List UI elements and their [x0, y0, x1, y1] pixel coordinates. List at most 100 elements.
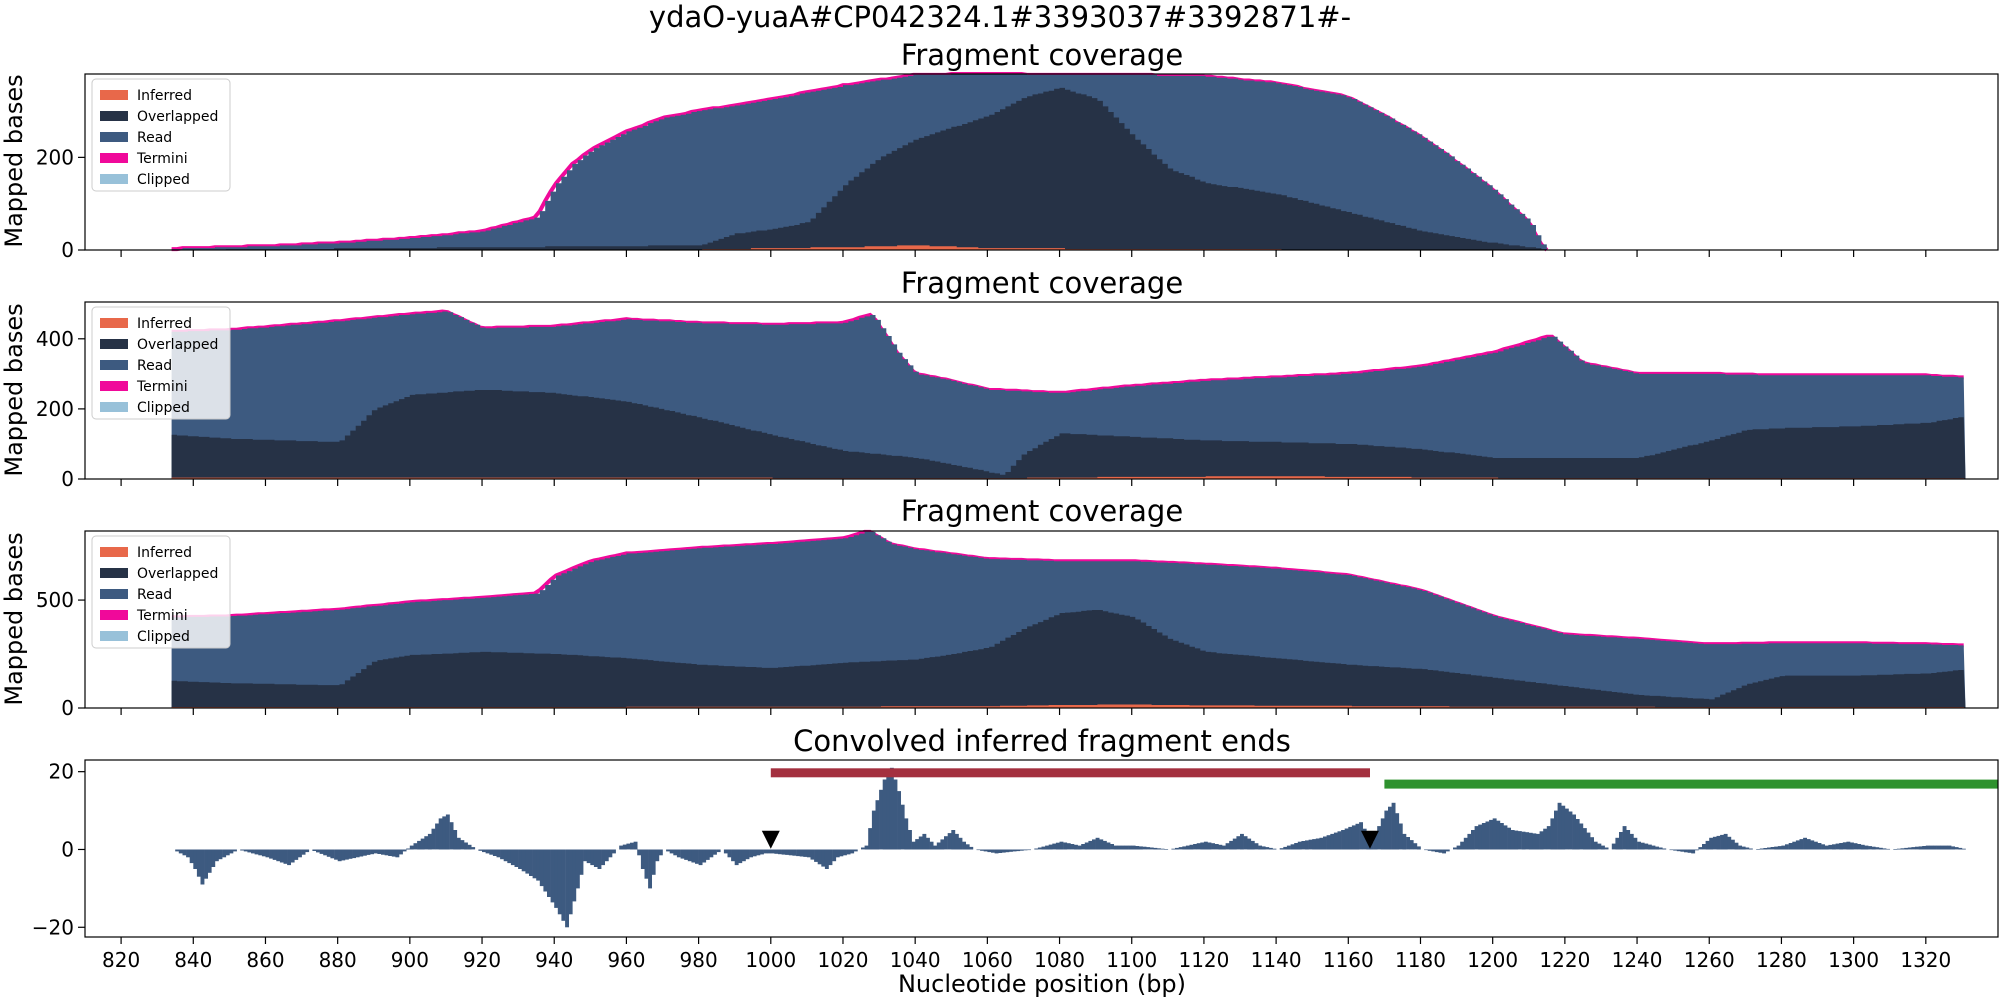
conv-bar — [287, 849, 292, 866]
conv-bar — [460, 840, 465, 850]
conv-bar — [1557, 802, 1562, 850]
conv-bar — [882, 779, 887, 850]
conv-bar — [601, 849, 606, 866]
conv-bar — [1554, 810, 1558, 850]
conv-bar — [254, 849, 259, 855]
conv-bar — [1687, 849, 1692, 853]
conv-bar — [427, 833, 432, 850]
conv-bar — [1716, 835, 1721, 850]
legend-label: Read — [137, 130, 172, 146]
conv-bar — [489, 849, 494, 855]
conv-bar — [1297, 841, 1302, 850]
conv-bar — [1777, 846, 1782, 850]
x-tick-label: 1300 — [1828, 948, 1879, 972]
y-tick-label: 500 — [36, 588, 74, 612]
conv-bar — [705, 849, 710, 860]
conv-bar — [1604, 847, 1609, 850]
conv-bar — [1409, 840, 1414, 850]
conv-bar — [1878, 847, 1883, 850]
red-range-bar — [770, 768, 1370, 778]
panel-3-legend: Inferred Overlapped Read Termini Clipped — [91, 535, 231, 649]
conv-bar — [644, 849, 649, 879]
conv-bar — [1517, 831, 1522, 850]
conv-bar — [1160, 848, 1165, 850]
conv-bar — [853, 849, 858, 852]
conv-bar — [1821, 844, 1826, 850]
conv-bar — [1626, 830, 1631, 850]
legend-swatch — [100, 339, 128, 349]
conv-bar — [1835, 843, 1840, 850]
conv-bar — [958, 837, 963, 850]
conv-bar — [1211, 843, 1216, 850]
conv-bar — [760, 849, 764, 855]
conv-bar — [330, 849, 335, 859]
conv-bar — [326, 849, 331, 857]
legend-swatch — [100, 547, 128, 557]
conv-bar — [1886, 848, 1891, 850]
conv-bar — [579, 849, 584, 875]
conv-bar — [673, 849, 678, 856]
conv-bar — [1954, 847, 1959, 850]
legend-swatch — [100, 111, 128, 121]
conv-bar — [1525, 832, 1530, 850]
conv-bar — [1070, 844, 1075, 850]
conv-bar — [550, 849, 555, 903]
conv-bar — [1092, 839, 1096, 850]
conv-bar — [586, 849, 591, 864]
conv-bar — [1813, 841, 1818, 850]
x-tick-label: 900 — [391, 948, 429, 972]
conv-bar — [1723, 833, 1728, 850]
conv-bar — [1388, 806, 1392, 850]
conv-bar — [1037, 847, 1042, 850]
conv-bar — [1601, 845, 1605, 850]
conv-bar — [1045, 845, 1050, 850]
x-tick-label: 880 — [319, 948, 357, 972]
conv-bar — [1196, 843, 1201, 850]
conv-bar — [633, 841, 638, 850]
panel-3-title: Fragment coverage — [901, 494, 1183, 528]
triangle-marker — [761, 830, 780, 849]
legend-label: Overlapped — [137, 566, 218, 582]
conv-bar — [716, 849, 721, 853]
conv-bar — [1474, 826, 1479, 850]
conv-bar — [918, 836, 923, 850]
conv-bar — [294, 849, 299, 860]
conv-bar — [518, 849, 523, 869]
conv-bar — [1579, 823, 1584, 850]
conv-bar — [1225, 843, 1230, 850]
conv-bar — [904, 818, 909, 850]
conv-bar — [1644, 843, 1649, 850]
inferred-area — [171, 476, 1966, 479]
conv-bar — [976, 849, 981, 851]
conv-bar — [243, 849, 248, 852]
conv-bar — [1128, 845, 1133, 850]
conv-bar — [265, 849, 270, 858]
y-tick-label: 0 — [61, 837, 74, 861]
conv-bar — [1615, 837, 1620, 850]
conv-bar — [507, 849, 512, 864]
conv-bar — [1568, 811, 1573, 850]
conv-bar — [1063, 842, 1068, 850]
conv-bar — [240, 849, 245, 851]
conv-bar — [897, 791, 902, 850]
conv-bar — [864, 845, 869, 850]
x-tick-label: 1240 — [1612, 948, 1663, 972]
green-range-bar — [1384, 779, 1998, 789]
conv-bar — [1200, 842, 1205, 850]
conv-bar — [889, 767, 894, 850]
legend-label: Inferred — [137, 88, 192, 104]
conv-bar — [1561, 805, 1566, 850]
conv-bar — [413, 843, 418, 850]
conv-bar — [399, 849, 403, 855]
conv-bar — [211, 849, 216, 867]
conv-bar — [799, 849, 804, 857]
conv-bar — [861, 847, 865, 850]
conv-bar — [196, 849, 201, 877]
overlapped-area — [171, 390, 1966, 479]
conv-bar — [1528, 832, 1533, 850]
conv-bar — [189, 849, 194, 864]
conv-bar — [1839, 843, 1844, 850]
conv-bar — [723, 849, 728, 854]
conv-bar — [1647, 844, 1652, 850]
y-tick-label: 200 — [36, 397, 74, 421]
